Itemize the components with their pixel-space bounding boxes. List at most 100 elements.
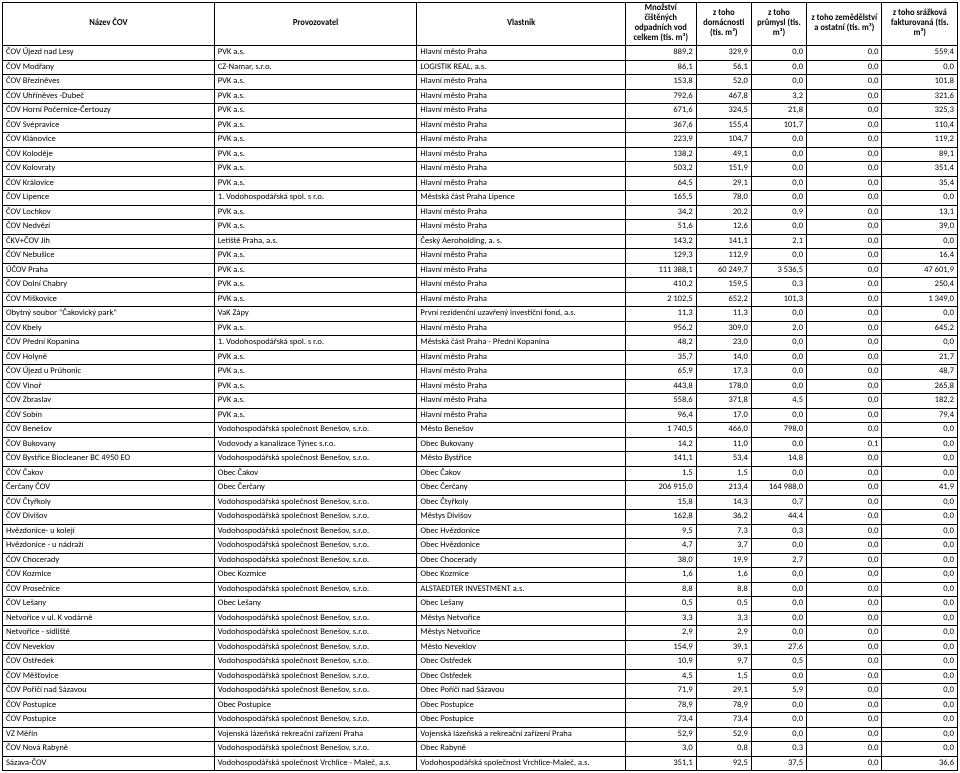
cell: 0,0 [807, 466, 882, 481]
cell: 35,7 [625, 350, 696, 365]
cell: 0,0 [882, 713, 958, 728]
cell: Obec Lešany [417, 597, 625, 612]
header-row: Název ČOV Provozovatel Vlastník Množství… [3, 3, 958, 46]
cell: 0,0 [807, 46, 882, 61]
cell: 20,2 [696, 205, 751, 220]
cell: Čerčany ČOV [3, 481, 215, 496]
cell: 0,0 [807, 307, 882, 322]
cell: 73,4 [696, 713, 751, 728]
cell: 89,1 [882, 147, 958, 162]
cell: PVK a.s. [214, 321, 417, 336]
cell: 321,6 [882, 89, 958, 104]
cell: 12,6 [696, 220, 751, 235]
cell: 0,0 [882, 626, 958, 641]
cell: 671,6 [625, 104, 696, 119]
cell: 558,6 [625, 394, 696, 409]
cell: Hlavní město Praha [417, 394, 625, 409]
cell: 1 349,0 [882, 292, 958, 307]
cell: 39,0 [882, 220, 958, 235]
table-row: ČOV PostupiceVodohospodářská společnost … [3, 713, 958, 728]
table-row: ČOV MěšťoviceVodohospodářská společnost … [3, 669, 958, 684]
cell: 56,1 [696, 60, 751, 75]
cell: PVK a.s. [214, 278, 417, 293]
cell: 0,0 [807, 452, 882, 467]
cell: 0,0 [882, 60, 958, 75]
cell: Vodohospodářská společnost Benešov, s.r.… [214, 423, 417, 438]
cell: VaK Zápy [214, 307, 417, 322]
cell: 0,0 [807, 684, 882, 699]
cell: Sázava-ČOV [3, 756, 215, 771]
cell: Obec Chocerady [417, 553, 625, 568]
cell: Obec Čakov [214, 466, 417, 481]
cell: 52,9 [625, 727, 696, 742]
cell: 0,0 [807, 568, 882, 583]
cell: 0,0 [751, 75, 806, 90]
cell: Obec Čerčany [214, 481, 417, 496]
cell: 0,0 [882, 553, 958, 568]
cell: Hlavní město Praha [417, 46, 625, 61]
cell: 155,4 [696, 118, 751, 133]
table-row: Čerčany ČOVObec ČerčanyObec Čerčany206 9… [3, 481, 958, 496]
cell: 0,3 [751, 278, 806, 293]
cell: LOGISTIK REAL, a.s. [417, 60, 625, 75]
table-row: ČOV Horní Počernice-ČertouzyPVK a.s.Hlav… [3, 104, 958, 119]
cell: 0,0 [882, 655, 958, 670]
cell: 467,8 [696, 89, 751, 104]
cell: ČOV Bystřice Biocleaner BC 4950 EO [3, 452, 215, 467]
cell: VZ Měřín [3, 727, 215, 742]
cell: 0,0 [807, 147, 882, 162]
table-row: ČOV ČakovObec ČakovObec Čakov1,51,50,00,… [3, 466, 958, 481]
cell: ČOV Březiněves [3, 75, 215, 90]
cell: Vodovody a kanalizace Týnec s.r.o. [214, 437, 417, 452]
cell: 101,8 [882, 75, 958, 90]
cell: ČOV Prosečnice [3, 582, 215, 597]
cell: PVK a.s. [214, 104, 417, 119]
cell: 371,8 [696, 394, 751, 409]
table-row: ČOV SobínPVK a.s.Hlavní město Praha96,41… [3, 408, 958, 423]
table-row: Obytný soubor "Čakovický park"VaK ZápyPr… [3, 307, 958, 322]
cell: Město Neveklov [417, 640, 625, 655]
cell: 5,9 [751, 684, 806, 699]
cell: 1. Vodohospodářská spol. s r.o. [214, 336, 417, 351]
cell: 0,0 [807, 640, 882, 655]
cell: Hlavní město Praha [417, 133, 625, 148]
cell: Netvořice - sídliště [3, 626, 215, 641]
cell: Městys Netvořice [417, 611, 625, 626]
cell: Hlavní město Praha [417, 278, 625, 293]
cell: 0,9 [751, 205, 806, 220]
cell: 138,2 [625, 147, 696, 162]
cell: 0,0 [807, 713, 882, 728]
cell: 0,0 [807, 756, 882, 771]
table-row: ČOV BřeziněvesPVK a.s.Hlavní město Praha… [3, 75, 958, 90]
cell: Vodohospodářská společnost Benešov, s.r.… [214, 742, 417, 757]
cell: 51,6 [625, 220, 696, 235]
cell: Vodohospodářská společnost Benešov, s.r.… [214, 524, 417, 539]
cell: Netvořice v ul. K vodárně [3, 611, 215, 626]
cell: 0,0 [751, 466, 806, 481]
col-name: Název ČOV [3, 3, 215, 46]
cell: 0,3 [751, 524, 806, 539]
cell: 250,4 [882, 278, 958, 293]
table-row: ČOV LešanyObec LešanyObec Lešany0,50,50,… [3, 597, 958, 612]
cell: 0,0 [751, 727, 806, 742]
cell: 0,0 [751, 133, 806, 148]
cell: 0,0 [807, 408, 882, 423]
table-row: ČOV Dolní ChabryPVK a.s.Hlavní město Pra… [3, 278, 958, 293]
cell: ČOV Miškovice [3, 292, 215, 307]
cell: 0,0 [882, 234, 958, 249]
cell: Město Bystřice [417, 452, 625, 467]
cell: 0,0 [751, 582, 806, 597]
cell: 0,0 [807, 539, 882, 554]
cell: 92,5 [696, 756, 751, 771]
wastewater-table: Název ČOV Provozovatel Vlastník Množství… [2, 2, 958, 771]
table-row: Netvořice v ul. K vodárněVodohospodářská… [3, 611, 958, 626]
cell: 101,3 [751, 292, 806, 307]
cell: 0,0 [882, 452, 958, 467]
cell: 0,0 [751, 249, 806, 264]
cell: 0,0 [882, 495, 958, 510]
cell: 0,0 [882, 466, 958, 481]
cell: 112,9 [696, 249, 751, 264]
cell: 2 102,5 [625, 292, 696, 307]
cell: 3,2 [751, 89, 806, 104]
cell: ČOV Modřany [3, 60, 215, 75]
